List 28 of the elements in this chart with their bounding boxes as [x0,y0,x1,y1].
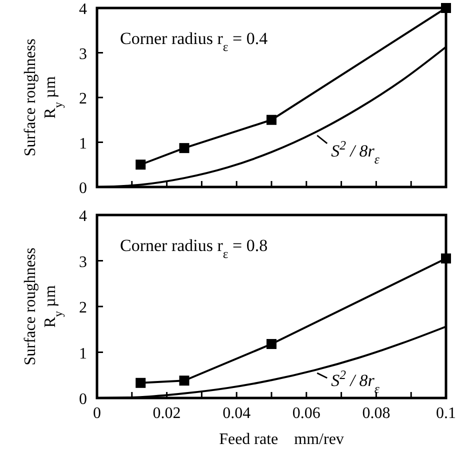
point [136,160,146,170]
y-tick-label: 2 [79,90,87,108]
x-tick-label: 0.06 [292,405,320,422]
y-tick-label: 2 [79,300,87,316]
y-tick-label: 4 [79,208,87,225]
y-tick-label: 3 [79,46,87,63]
legend-label: S$^{2}$ / 8r$_{ε}$ [331,138,380,166]
y-tick-label: 3 [79,254,87,271]
x-tick-label: 0.1 [436,405,456,422]
point [179,376,190,386]
x-tick-label: 0 [93,405,101,422]
y-tick-label: 4 [79,1,87,18]
y-tick-label: 0 [79,391,87,408]
y-tick-label: 1 [79,135,87,152]
point [441,3,451,13]
annotation: Corner radius r$_{ε}$ = 0.4 [120,29,268,54]
point [441,253,451,264]
y-tick-label: 0 [79,180,87,197]
x-tick-label: 0.04 [222,405,251,422]
annotation: Corner radius r$_{ε}$ = 0.8 [120,236,268,261]
x-tick-label: 0.02 [152,405,181,422]
point [179,143,190,154]
x-axis-title: Feed rate mm/rev [219,431,344,448]
point [266,114,276,125]
point [136,378,146,388]
y-tick-label: 1 [79,345,87,362]
point [266,339,276,350]
x-tick-label: 0.08 [362,405,390,422]
